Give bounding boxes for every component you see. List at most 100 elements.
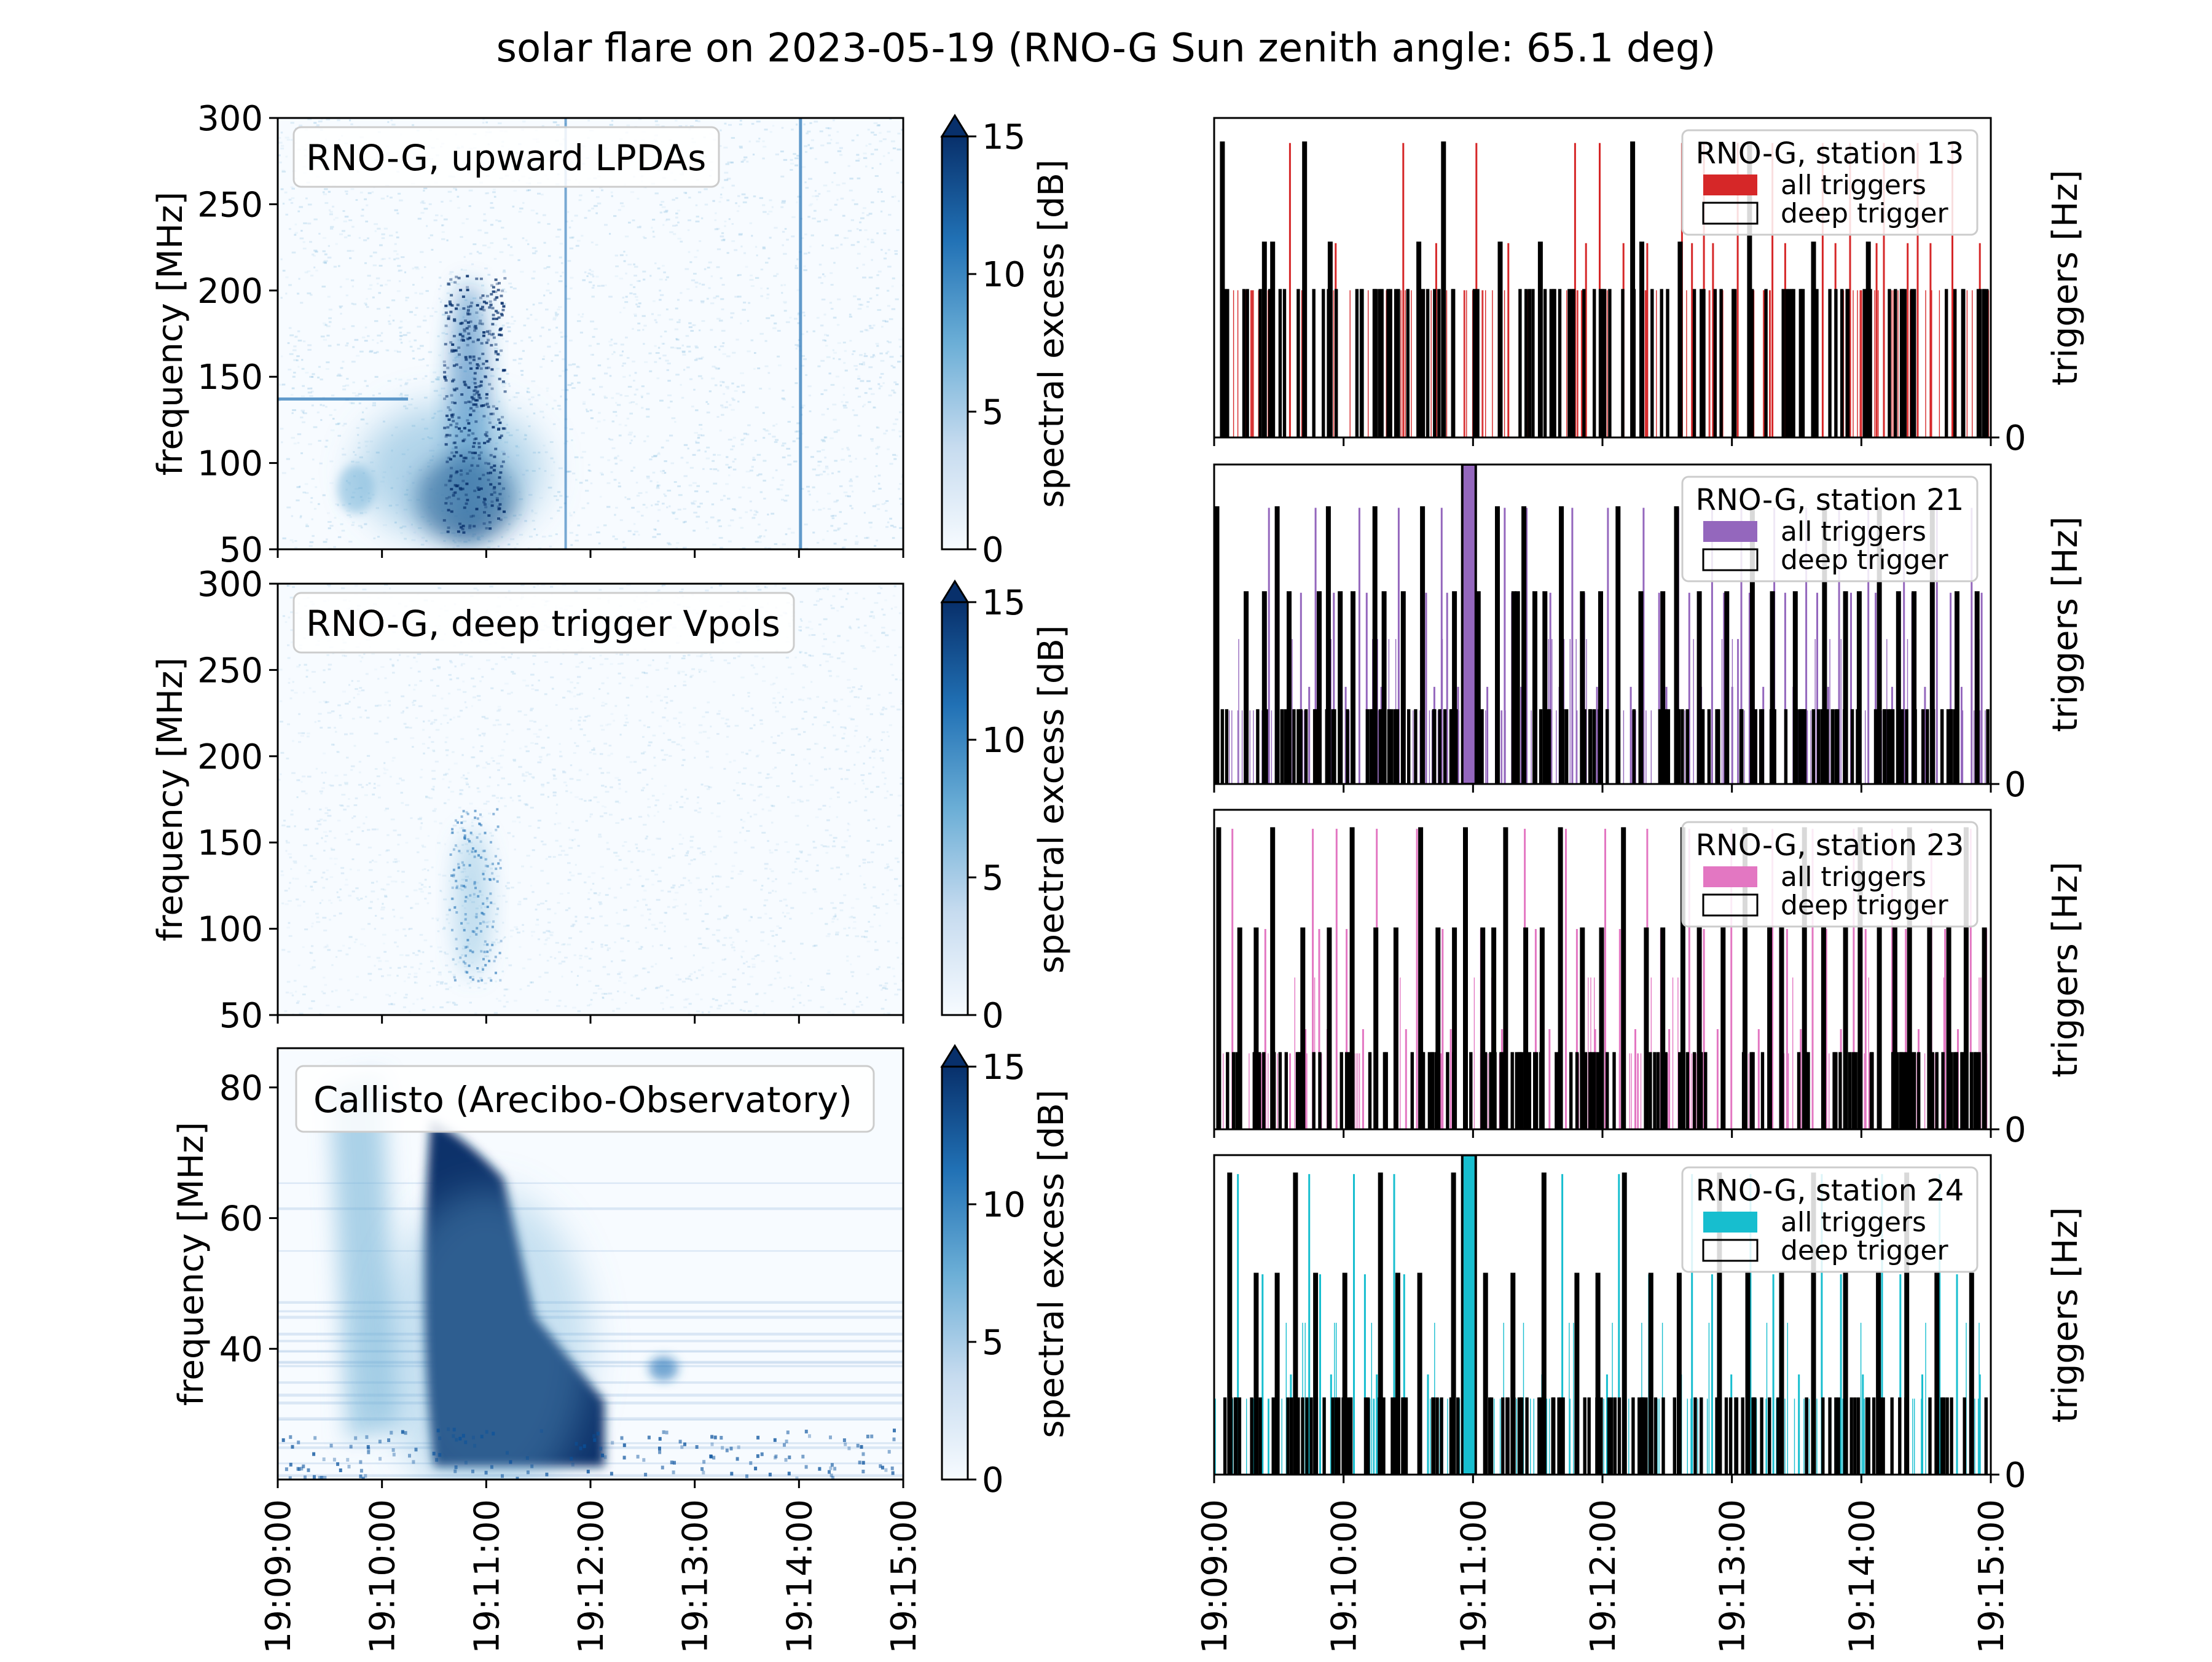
noise-pixel (544, 972, 549, 974)
noise-pixel (361, 527, 363, 528)
noise-pixel (717, 248, 721, 250)
noise-pixel (810, 681, 812, 683)
noise-pixel (746, 161, 748, 163)
noise-pixel (512, 673, 516, 675)
noise-pixel (377, 957, 380, 959)
noise-pixel (869, 757, 871, 759)
noise-pixel (342, 230, 345, 232)
noise-pixel (653, 659, 654, 661)
noise-pixel (877, 124, 880, 126)
noise-pixel (414, 407, 418, 409)
noise-pixel (766, 430, 770, 432)
noise-pixel (823, 184, 828, 186)
noise-pixel (824, 769, 827, 770)
noise-pixel (544, 661, 548, 663)
noise-pixel (812, 195, 815, 197)
noise-pixel (547, 223, 550, 225)
noise-pixel (433, 668, 436, 670)
noise-pixel (568, 364, 572, 366)
noise-pixel (831, 181, 833, 183)
noise-pixel (728, 162, 731, 163)
noise-pixel (382, 934, 386, 936)
burst-pixel (450, 467, 453, 469)
noise-pixel (716, 266, 720, 268)
burst-pixel (443, 398, 446, 400)
noise-pixel (777, 735, 780, 737)
noise-pixel (785, 228, 787, 230)
noise-pixel (431, 917, 434, 919)
noise-pixel (388, 257, 390, 259)
noise-pixel (400, 532, 402, 534)
noise-pixel (395, 881, 397, 883)
noise-pixel (395, 861, 398, 863)
noise-pixel (483, 735, 485, 737)
noise-pixel (543, 356, 546, 358)
burst-pixel (457, 498, 460, 500)
noise-pixel (674, 685, 676, 687)
noise-pixel (667, 490, 671, 492)
noise-pixel (310, 501, 313, 503)
noise-pixel (657, 509, 661, 511)
noise-pixel (712, 998, 715, 1000)
noise-pixel (862, 406, 864, 407)
noise-pixel (443, 540, 445, 542)
noise-pixel (820, 360, 825, 362)
noise-pixel (822, 449, 825, 451)
noise-pixel (710, 896, 712, 898)
noise-pixel (771, 821, 774, 823)
noise-pixel (873, 407, 876, 409)
noise-pixel (682, 345, 684, 347)
noise-pixel (393, 319, 394, 321)
noise-pixel (590, 273, 594, 275)
noise-pixel (302, 775, 305, 777)
noise-pixel (809, 410, 812, 412)
noise-pixel (890, 706, 895, 708)
noise-pixel (657, 838, 661, 840)
noise-pixel (786, 657, 789, 659)
noise-pixel (560, 243, 563, 245)
noise-pixel (646, 836, 648, 837)
noise-pixel (351, 226, 355, 228)
noise-pixel (364, 441, 369, 442)
noise-pixel (887, 131, 890, 133)
noise-pixel (302, 385, 305, 387)
burst-pixel (480, 342, 484, 345)
noise-pixel (554, 957, 556, 959)
noise-pixel (846, 960, 849, 962)
noise-pixel (312, 404, 314, 406)
noise-pixel (833, 595, 836, 597)
burst-pixel (502, 305, 505, 308)
noise-pixel (885, 903, 888, 905)
burst-pixel (469, 367, 473, 370)
noise-pixel (699, 943, 702, 945)
noise-pixel (851, 508, 853, 509)
noise-pixel (767, 840, 769, 842)
noise-pixel (779, 488, 783, 490)
noise-pixel (431, 381, 434, 383)
noise-pixel (802, 892, 807, 893)
noise-pixel (431, 770, 436, 772)
noise-pixel (626, 124, 630, 126)
noise-pixel (556, 1005, 560, 1007)
noise-pixel (291, 188, 295, 190)
noise-pixel (659, 867, 662, 869)
burst-pixel (448, 418, 451, 421)
noise-pixel (799, 630, 802, 632)
noise-pixel (577, 382, 581, 383)
noise-pixel (427, 869, 429, 871)
noise-pixel (871, 440, 874, 442)
noise-pixel (794, 868, 798, 870)
noise-pixel (532, 777, 535, 779)
noise-pixel (775, 439, 779, 441)
noise-pixel (758, 138, 760, 139)
noise-pixel (461, 738, 465, 740)
noise-pixel (434, 719, 437, 721)
noise-pixel (892, 278, 895, 280)
noise-pixel (615, 265, 619, 267)
noise-pixel (674, 481, 677, 483)
noise-pixel (691, 502, 694, 504)
noise-pixel (323, 872, 326, 874)
burst-pixel (480, 487, 483, 490)
noise-pixel (510, 936, 512, 938)
noise-pixel (774, 543, 777, 545)
